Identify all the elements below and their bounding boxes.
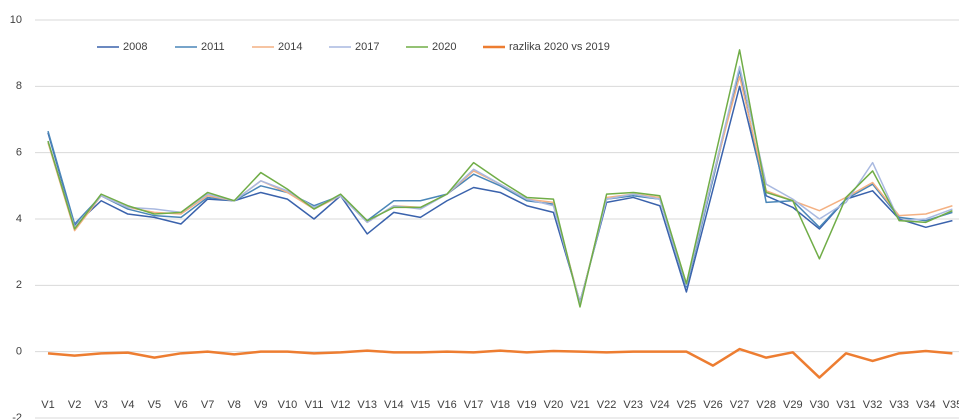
x-tick-label: V4 <box>121 399 134 411</box>
x-tick-label: V31 <box>836 399 856 411</box>
y-tick-label: 6 <box>16 147 22 159</box>
x-tick-label: V11 <box>305 399 324 411</box>
x-tick-label: V29 <box>783 399 803 411</box>
x-tick-label: V17 <box>464 399 484 411</box>
x-tick-label: V27 <box>730 399 750 411</box>
x-tick-label: V25 <box>677 399 697 411</box>
legend-label: 2008 <box>123 41 147 53</box>
x-tick-label: V19 <box>517 399 537 411</box>
x-tick-label: V15 <box>411 399 431 411</box>
series-line <box>47 65 953 305</box>
x-tick-label: V14 <box>384 399 404 411</box>
x-tick-label: V6 <box>174 399 187 411</box>
legend-label: 2014 <box>278 41 302 53</box>
legend-label: 2017 <box>355 41 379 53</box>
x-tick-label: V8 <box>227 399 240 411</box>
x-tick-label: V9 <box>254 399 267 411</box>
x-tick-label: V22 <box>597 399 617 411</box>
y-tick-label: 10 <box>10 14 22 26</box>
x-tick-label: V20 <box>544 399 564 411</box>
x-tick-label: V7 <box>201 399 214 411</box>
series-line <box>47 69 953 305</box>
x-tick-label: V34 <box>916 399 936 411</box>
x-tick-label: V18 <box>490 399 510 411</box>
x-tick-label: V23 <box>623 399 643 411</box>
x-tick-label: V1 <box>41 399 54 411</box>
legend-label: 2011 <box>201 41 225 53</box>
series-line <box>47 49 953 308</box>
x-tick-label: V2 <box>68 399 81 411</box>
x-tick-label: V26 <box>703 399 723 411</box>
y-tick-label: 0 <box>16 346 22 358</box>
series-line <box>47 85 953 303</box>
y-tick-label: 4 <box>16 213 22 225</box>
series-line <box>47 347 953 379</box>
legend-label: 2020 <box>432 41 456 53</box>
x-tick-label: V32 <box>863 399 883 411</box>
x-tick-label: V35 <box>943 399 959 411</box>
x-tick-label: V21 <box>570 399 590 411</box>
x-tick-label: V3 <box>94 399 107 411</box>
legend-label: razlika 2020 vs 2019 <box>509 41 610 53</box>
y-tick-label: -2 <box>12 412 22 420</box>
x-tick-label: V12 <box>331 399 351 411</box>
x-tick-label: V13 <box>357 399 377 411</box>
x-tick-label: V16 <box>437 399 457 411</box>
x-tick-label: V28 <box>756 399 776 411</box>
x-tick-label: V5 <box>148 399 161 411</box>
series-line <box>47 75 953 305</box>
y-tick-label: 8 <box>16 80 22 92</box>
x-tick-label: V30 <box>810 399 830 411</box>
x-tick-label: V24 <box>650 399 670 411</box>
x-tick-label: V10 <box>278 399 298 411</box>
x-tick-label: V33 <box>889 399 909 411</box>
y-tick-label: 2 <box>16 279 22 291</box>
